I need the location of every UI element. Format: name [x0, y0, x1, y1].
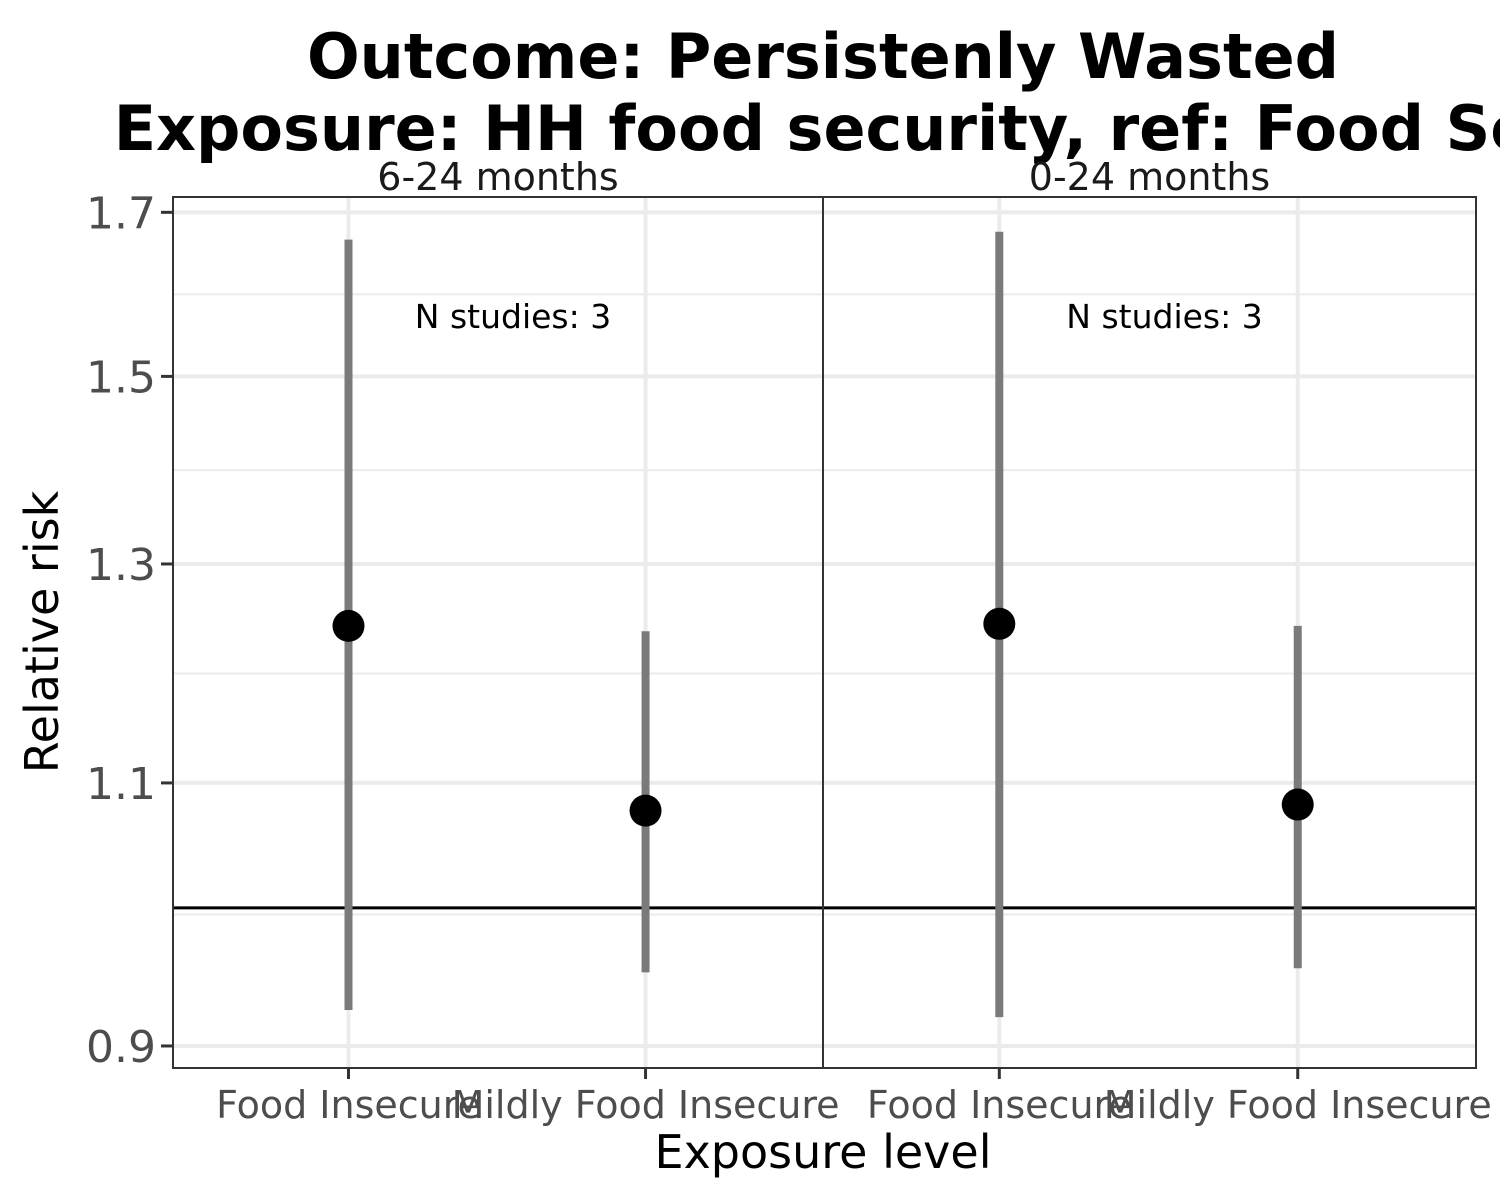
x-tick-label: Mildly Food Insecure — [1104, 1083, 1492, 1127]
x-axis-title: Exposure level — [655, 1125, 992, 1179]
panel-border — [822, 196, 1477, 1069]
point-estimate — [629, 794, 662, 827]
point-estimate — [332, 609, 365, 642]
studies-annotation: N studies: 3 — [415, 297, 611, 336]
point-estimate — [1281, 788, 1314, 821]
studies-annotation: N studies: 3 — [1066, 297, 1262, 336]
panel-background — [173, 197, 823, 1068]
y-tick-label: 1.7 — [86, 188, 156, 239]
facet-label: 6-24 months — [377, 155, 618, 199]
x-tick-label: Food Insecure — [867, 1083, 1132, 1127]
x-tick-label: Mildly Food Insecure — [452, 1083, 840, 1127]
y-tick-label: 1.5 — [86, 352, 156, 403]
y-axis-title: Relative risk — [15, 490, 69, 773]
x-tick-label: Food Insecure — [216, 1083, 481, 1127]
panel-background — [823, 197, 1476, 1068]
chart-title-line1: Outcome: Persistenly Wasted — [307, 20, 1339, 93]
point-estimate — [983, 607, 1016, 640]
y-tick-label: 0.9 — [86, 1022, 156, 1073]
chart-title-line2: Exposure: HH food security, ref: Food Se — [114, 92, 1500, 165]
y-tick-label: 1.3 — [86, 540, 156, 591]
y-tick-label: 1.1 — [86, 759, 156, 810]
facet-label: 0-24 months — [1029, 155, 1270, 199]
